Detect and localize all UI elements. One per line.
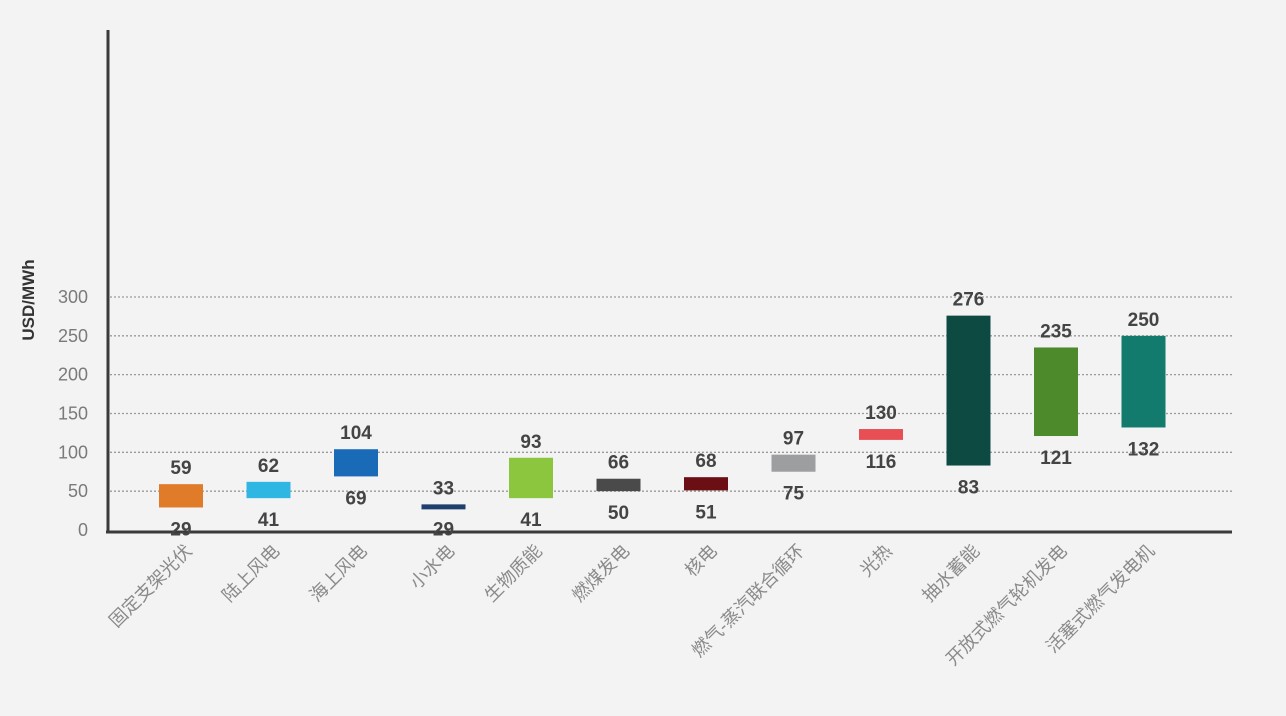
- range-bar: [596, 478, 641, 492]
- range-bar: [946, 315, 991, 466]
- range-bar: [1121, 335, 1166, 428]
- low-value-label: 83: [958, 478, 979, 499]
- high-value-label: 66: [608, 453, 629, 474]
- low-value-label: 29: [170, 519, 191, 540]
- y-tick-label: 200: [58, 365, 88, 385]
- category-label: 小水电: [406, 541, 458, 593]
- category-label: 核电: [681, 541, 721, 581]
- range-bar: [859, 429, 903, 440]
- low-value-label: 29: [433, 519, 454, 540]
- low-value-label: 41: [520, 510, 542, 531]
- range-bar: [771, 454, 816, 472]
- category-label: 燃煤发电: [568, 541, 633, 606]
- range-bar: [159, 484, 203, 508]
- high-value-label: 235: [1040, 321, 1072, 342]
- category-label: 海上风电: [306, 541, 371, 606]
- category-label: 生物质能: [481, 541, 546, 606]
- low-value-label: 41: [258, 510, 280, 531]
- range-bar: [509, 457, 553, 499]
- category-label: 固定支架光伏: [105, 541, 196, 632]
- y-axis-title: USD/MWh: [19, 259, 38, 340]
- category-label: 陆上风电: [218, 541, 283, 606]
- low-value-label: 132: [1128, 439, 1160, 460]
- low-value-label: 69: [345, 488, 366, 509]
- high-value-label: 93: [520, 432, 541, 453]
- low-value-label: 51: [695, 502, 717, 523]
- high-value-label: 250: [1128, 310, 1160, 331]
- high-value-label: 59: [170, 458, 191, 479]
- range-bar: [246, 481, 291, 499]
- range-bar: [684, 477, 728, 491]
- low-value-label: 75: [783, 484, 805, 505]
- y-tick-label: 0: [78, 520, 88, 540]
- y-tick-label: 50: [68, 481, 88, 501]
- category-label: 抽水蓄能: [918, 541, 983, 606]
- value-labels: 59 29 62 41 104 69 33 29 93 41 66 50 68 51 97 75 130 116 2…: [170, 290, 1159, 541]
- y-tick-label: 250: [58, 326, 88, 346]
- high-value-label: 33: [433, 478, 454, 499]
- range-bar: [334, 449, 378, 477]
- high-value-label: 68: [695, 451, 716, 472]
- range-bar: [1034, 347, 1078, 437]
- high-value-label: 62: [258, 456, 279, 477]
- high-value-label: 104: [340, 423, 372, 444]
- low-value-label: 121: [1040, 448, 1072, 469]
- y-tick-label: 100: [58, 442, 88, 462]
- bars-group: [159, 315, 1166, 510]
- range-bar: [421, 504, 466, 510]
- high-value-label: 276: [953, 290, 985, 311]
- y-tick-label: 300: [58, 287, 88, 307]
- category-label: 光热: [856, 541, 896, 581]
- y-axis-ticks: 0 50 100 150 200 250 300: [58, 287, 88, 540]
- low-value-label: 116: [866, 452, 897, 473]
- high-value-label: 97: [783, 429, 804, 450]
- low-value-label: 50: [608, 503, 629, 524]
- high-value-label: 130: [865, 403, 897, 424]
- y-tick-label: 150: [58, 403, 88, 423]
